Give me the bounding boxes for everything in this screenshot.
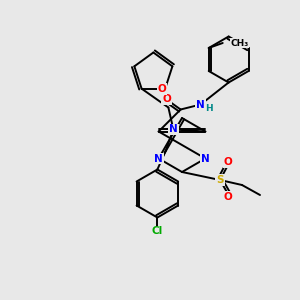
Text: N: N xyxy=(154,154,163,164)
Text: O: O xyxy=(224,157,232,167)
Text: N: N xyxy=(169,124,178,134)
Text: O: O xyxy=(162,94,171,104)
Text: N: N xyxy=(196,100,205,110)
Text: S: S xyxy=(216,175,224,185)
Text: H: H xyxy=(205,104,212,113)
Text: O: O xyxy=(224,192,232,202)
Text: N: N xyxy=(201,154,210,164)
Text: O: O xyxy=(158,84,167,94)
Text: CH₃: CH₃ xyxy=(231,38,249,47)
Text: Cl: Cl xyxy=(152,226,163,236)
